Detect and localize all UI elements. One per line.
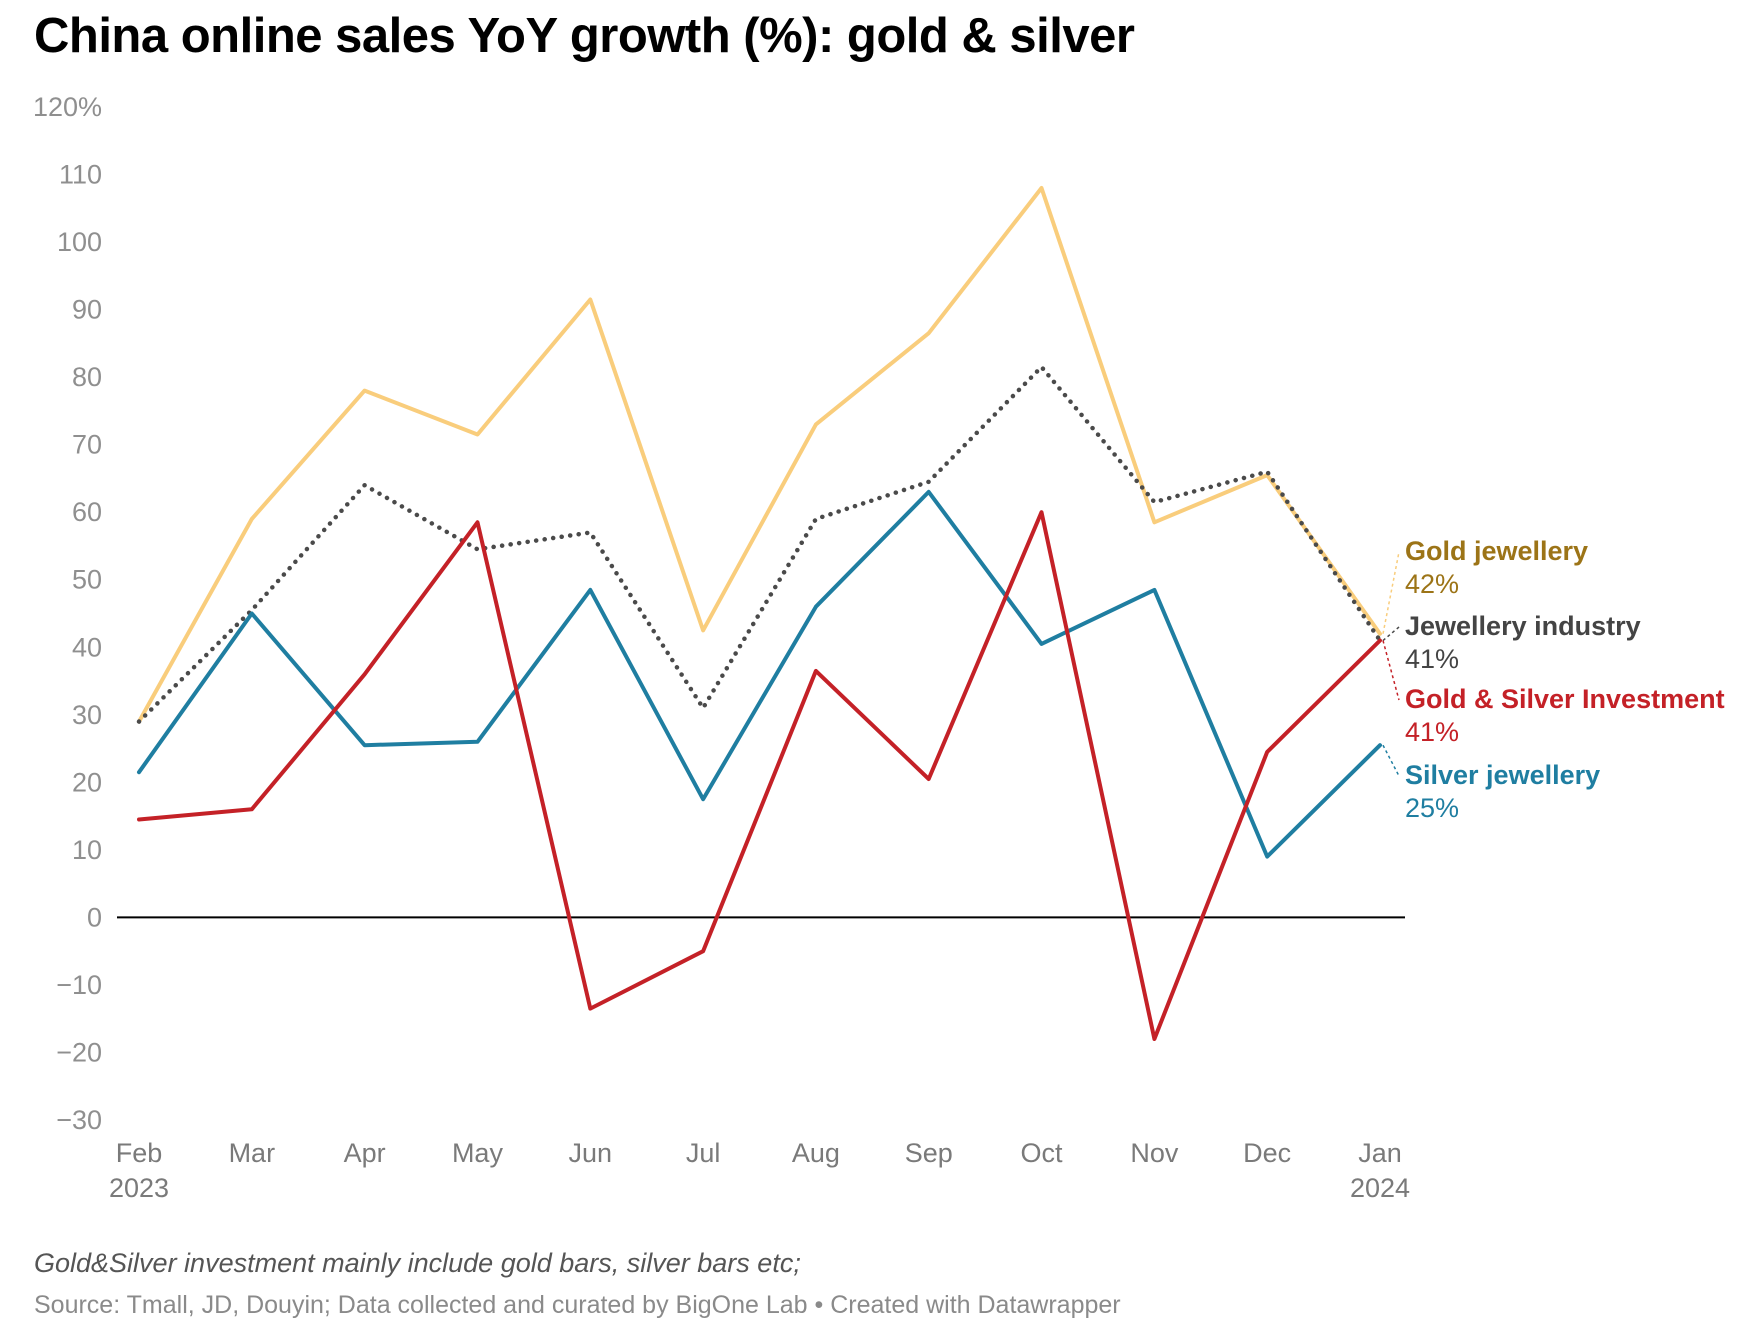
y-tick-label: −10 xyxy=(56,970,102,1000)
label-leader-line xyxy=(1382,744,1400,777)
series-line-silver-jewellery xyxy=(137,489,1382,859)
x-tick-label: Jan xyxy=(1358,1138,1402,1168)
label-leader-line xyxy=(1382,551,1400,634)
y-tick-label: −30 xyxy=(56,1105,102,1135)
y-tick-label: 40 xyxy=(72,632,102,662)
x-tick-label: Oct xyxy=(1021,1138,1064,1168)
x-tick-year-label: 2023 xyxy=(109,1173,169,1203)
series-label-value: 41% xyxy=(1405,717,1459,747)
x-tick-label: Mar xyxy=(229,1138,276,1168)
label-leader-line xyxy=(1382,640,1400,701)
y-tick-label: −20 xyxy=(56,1037,102,1067)
x-tick-year-label: 2024 xyxy=(1350,1173,1410,1203)
x-tick-label: Apr xyxy=(344,1138,386,1168)
y-tick-label: 50 xyxy=(72,565,102,595)
series-lines xyxy=(136,186,1383,1041)
x-tick-label: Aug xyxy=(792,1138,840,1168)
x-axis-ticks: Feb 2023 Mar Apr May Jun Jul Aug Sep Oct Nov Dec Jan… xyxy=(109,1138,1410,1203)
y-tick-label: 100 xyxy=(57,227,102,257)
series-line-gold-silver-investment xyxy=(137,510,1382,1041)
series-label-name: Gold & Silver Investment xyxy=(1405,684,1725,714)
label-leader-line xyxy=(1382,626,1400,642)
y-tick-label: 0 xyxy=(87,902,102,932)
series-label-value: 41% xyxy=(1405,644,1459,674)
x-tick-label: Dec xyxy=(1243,1138,1291,1168)
y-tick-label: 80 xyxy=(72,362,102,392)
x-tick-label: Nov xyxy=(1130,1138,1179,1168)
y-tick-label: 10 xyxy=(72,835,102,865)
y-tick-label: 110 xyxy=(59,160,102,190)
chart-source: Source: Tmall, JD, Douyin; Data collecte… xyxy=(34,1291,1121,1319)
x-tick-label: May xyxy=(452,1138,504,1168)
chart-title: China online sales YoY growth (%): gold … xyxy=(34,9,1135,63)
series-label-name: Gold jewellery xyxy=(1405,536,1588,566)
series-label-name: Silver jewellery xyxy=(1405,760,1600,790)
x-tick-label: Sep xyxy=(905,1138,953,1168)
x-tick-label: Jun xyxy=(568,1138,612,1168)
x-tick-label: Feb xyxy=(116,1138,163,1168)
series-line-gold-jewellery xyxy=(137,186,1382,724)
series-line-jewellery-industry xyxy=(136,364,1383,724)
y-tick-label: 30 xyxy=(72,700,102,730)
series-label-value: 25% xyxy=(1405,793,1459,823)
y-tick-label: 90 xyxy=(72,295,102,325)
chart-note: Gold&Silver investment mainly include go… xyxy=(34,1248,801,1278)
x-tick-label: Jul xyxy=(686,1138,721,1168)
y-axis-ticks: −30 −20 −10 0 10 20 30 40 50 60 70 80 90 100 110 120% xyxy=(33,92,102,1135)
y-tick-label: 120% xyxy=(33,92,102,122)
series-label-value: 42% xyxy=(1405,569,1459,599)
y-tick-label: 70 xyxy=(72,430,102,460)
y-tick-label: 20 xyxy=(72,767,102,797)
y-tick-label: 60 xyxy=(72,497,102,527)
series-label-name: Jewellery industry xyxy=(1405,611,1641,641)
